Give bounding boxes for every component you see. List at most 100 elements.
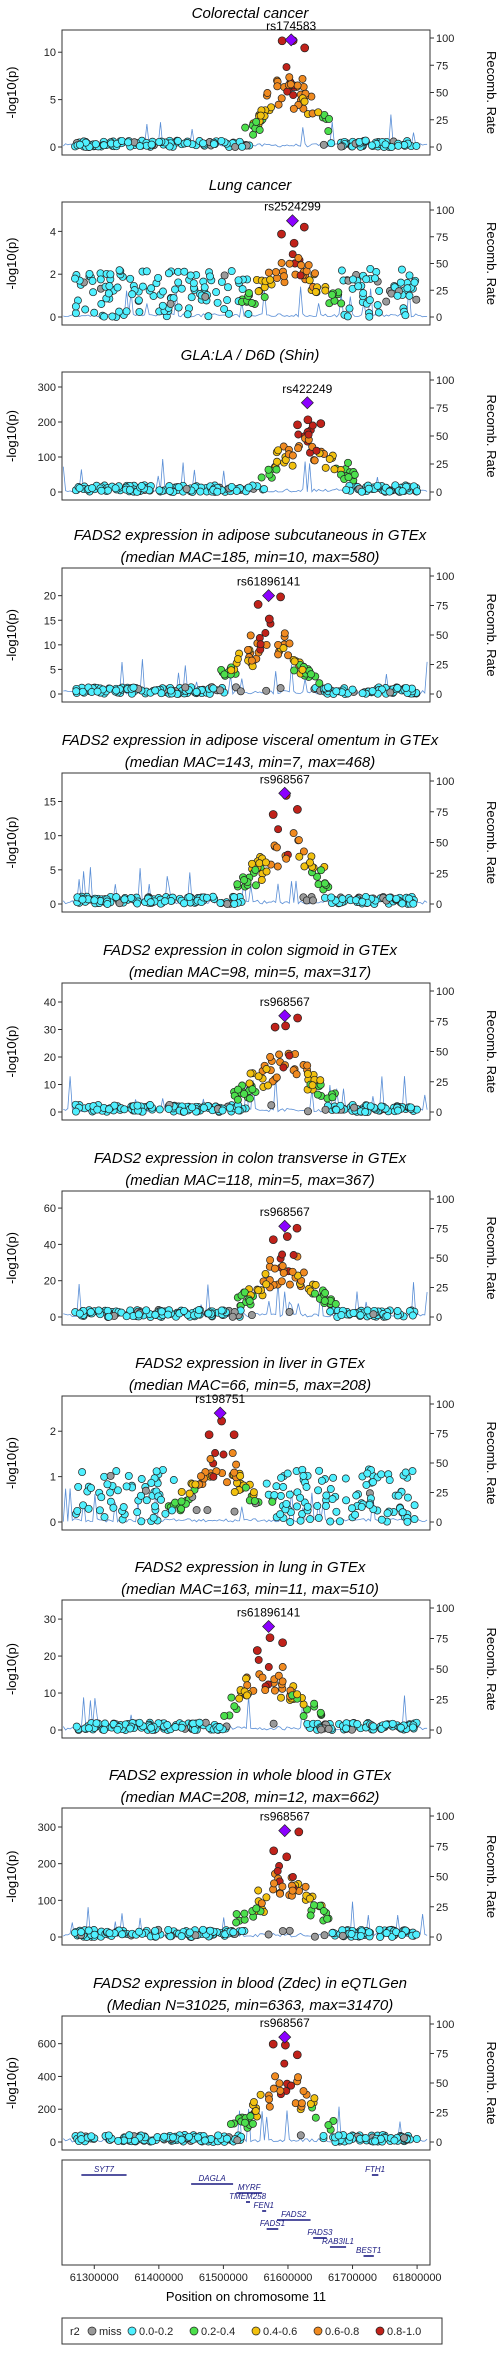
panel-title: Colorectal cancer [192, 5, 310, 22]
snp-point [185, 2132, 193, 2141]
snp-point [294, 430, 303, 439]
snp-point [349, 1308, 358, 1317]
recomb-tick-label: 25 [436, 660, 448, 672]
snp-point [261, 1686, 270, 1695]
snp-point [268, 1235, 278, 1245]
snp-point [124, 1471, 133, 1480]
panel-title: FADS2 expression in whole blood in GTEx [109, 1767, 392, 1784]
snp-point [147, 140, 156, 149]
snp-point [204, 1430, 214, 1440]
snp-point [319, 140, 328, 149]
snp-point [223, 899, 232, 908]
snp-point [398, 1508, 407, 1517]
snp-point [316, 1076, 325, 1085]
panel-title: FADS2 expression in adipose visceral ome… [62, 732, 439, 749]
snp-point [371, 274, 379, 283]
snp-point [185, 1928, 194, 1937]
lead-snp-marker [285, 214, 299, 228]
legend-swatch [127, 2326, 137, 2336]
snp-point [297, 2099, 306, 2108]
panel-2: Lung cancer 0 2 4 100 75 50 25 0 -log10(p) Recomb.… [4, 177, 499, 326]
snp-point [133, 1101, 142, 1110]
recomb-tick-label: 25 [436, 1283, 448, 1295]
snp-point [106, 1471, 115, 1480]
snp-point [264, 1081, 272, 1090]
snp-point [195, 1718, 204, 1727]
snp-point [306, 1515, 315, 1524]
snp-point [220, 1711, 229, 1720]
gene-label: BEST1 [356, 2246, 381, 2255]
snp-point [206, 1926, 215, 1935]
snp-point [155, 486, 164, 495]
snp-point [276, 1510, 285, 1519]
snp-point [113, 1486, 122, 1495]
snp-point [320, 1296, 329, 1305]
y-tick-label: 40 [44, 997, 56, 1009]
snp-point [412, 1930, 421, 1939]
snp-point [174, 278, 183, 287]
snp-point [263, 89, 272, 97]
lead-snp-marker [300, 396, 314, 410]
snp-point [292, 1070, 301, 1079]
snp-point [218, 1106, 227, 1115]
snp-point [337, 1311, 346, 1320]
y-tick-label: 0 [50, 689, 56, 701]
snp-point [182, 484, 191, 493]
snp-point [278, 1882, 287, 1891]
snp-point [348, 685, 357, 694]
snp-point [135, 1718, 144, 1727]
panel-11: FADS2 expression in blood (Zdec) in eQTL… [4, 1975, 499, 2151]
snp-point [104, 1312, 113, 1321]
y-tick-label: 5 [50, 95, 56, 107]
recomb-tick-label: 50 [436, 259, 448, 271]
snp-point [304, 430, 313, 439]
snp-points [72, 1633, 421, 1734]
snp-point [280, 2059, 289, 2068]
snp-point [382, 1929, 391, 1938]
snp-point [135, 142, 144, 151]
snp-point [352, 1491, 361, 1500]
snp-point [299, 222, 309, 232]
snp-point [294, 444, 303, 453]
snp-point [166, 299, 175, 308]
snp-point [285, 1926, 294, 1935]
recomb-axis-label: Recomb. Rate [484, 51, 499, 134]
snp-point [134, 1310, 143, 1319]
panel-title: Lung cancer [209, 177, 293, 194]
snp-point [401, 311, 410, 320]
snp-point [323, 1914, 332, 1923]
snp-point [288, 1886, 297, 1895]
recomb-tick-label: 25 [436, 285, 448, 297]
snp-point [303, 1069, 312, 1078]
snp-point [282, 1232, 292, 1241]
snp-point [100, 141, 108, 150]
snp-point [71, 1107, 80, 1116]
lead-snp-label: rs198751 [195, 1392, 245, 1406]
snp-point [264, 465, 273, 474]
y-tick-label: 0 [50, 312, 56, 324]
snp-point [280, 272, 288, 281]
snp-point [317, 1476, 326, 1485]
snp-point [373, 301, 382, 310]
recomb-tick-label: 25 [436, 1488, 448, 1500]
snp-point [90, 896, 99, 905]
snp-point [103, 1480, 112, 1489]
snp-point [372, 268, 381, 276]
snp-point [257, 473, 266, 482]
snp-point [191, 1480, 200, 1489]
snp-point [322, 1502, 330, 1510]
snp-point [329, 2116, 338, 2125]
snp-point [125, 485, 134, 494]
snp-point [295, 852, 304, 861]
snp-point [86, 1308, 95, 1317]
snp-point [303, 1061, 312, 1070]
panel-10: FADS2 expression in whole blood in GTEx (… [4, 1767, 499, 1946]
snp-point [174, 137, 182, 145]
snp-point [271, 268, 280, 277]
snp-point [148, 2137, 157, 2146]
snp-point [303, 1502, 312, 1511]
snp-point [299, 1700, 308, 1709]
snp-point [311, 269, 319, 278]
snp-point [201, 2136, 209, 2145]
snp-point [307, 670, 316, 679]
